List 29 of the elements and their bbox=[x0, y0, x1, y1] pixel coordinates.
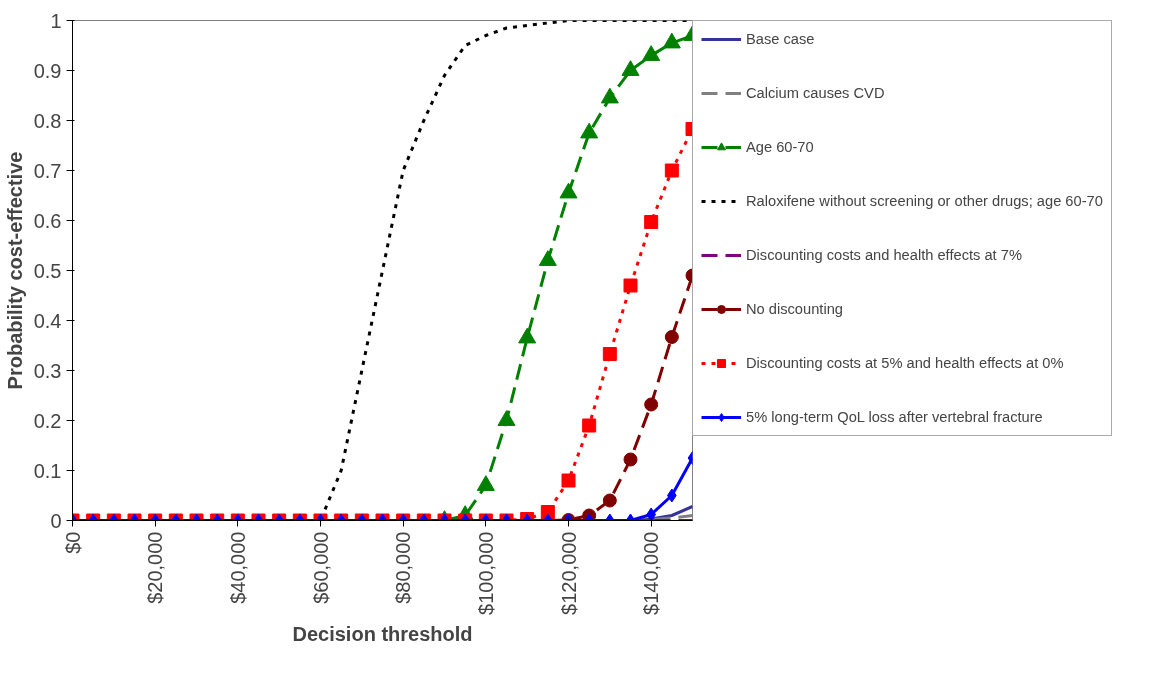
x-tick-label: $120,000 bbox=[557, 531, 580, 615]
y-tick-label: 0.4 bbox=[33, 309, 62, 332]
x-tick-label: $140,000 bbox=[640, 531, 663, 615]
legend-label: Age 60-70 bbox=[746, 139, 814, 155]
y-axis-title: Probability cost-effective bbox=[3, 151, 26, 390]
legend-label: Calcium causes CVD bbox=[746, 85, 885, 101]
legend-label: No discounting bbox=[746, 301, 843, 317]
legend-label: Base case bbox=[746, 31, 815, 47]
y-tick-label: 0.2 bbox=[33, 409, 62, 432]
x-tick-label: $40,000 bbox=[226, 531, 249, 604]
x-tick-label: $80,000 bbox=[392, 531, 415, 604]
x-tick-label: $0 bbox=[61, 531, 84, 554]
y-tick-label: 0 bbox=[50, 509, 62, 532]
x-tick-label: $20,000 bbox=[144, 531, 167, 604]
legend-label: Raloxifene without screening or other drugs; age 60-70 bbox=[746, 193, 1103, 209]
y-tick-label: 1 bbox=[50, 9, 62, 32]
y-tick-label: 0.5 bbox=[33, 259, 62, 282]
y-tick-label: 0.1 bbox=[33, 459, 62, 482]
y-tick-label: 0.8 bbox=[33, 109, 62, 132]
x-axis-title: Decision threshold bbox=[292, 622, 473, 645]
x-tick-label: $60,000 bbox=[309, 531, 332, 604]
legend-label: Discounting costs at 5% and health effects at 0% bbox=[746, 355, 1064, 371]
y-tick-label: 0.7 bbox=[33, 159, 62, 182]
y-tick-label: 0.3 bbox=[33, 359, 62, 382]
y-tick-label: 0.6 bbox=[33, 209, 62, 232]
x-tick-label: $100,000 bbox=[474, 531, 497, 615]
y-tick-label: 0.9 bbox=[33, 59, 62, 82]
legend-label: 5% long-term QoL loss after vertebral fracture bbox=[746, 409, 1043, 425]
legend-label: Discounting costs and health effects at 7% bbox=[746, 247, 1022, 263]
